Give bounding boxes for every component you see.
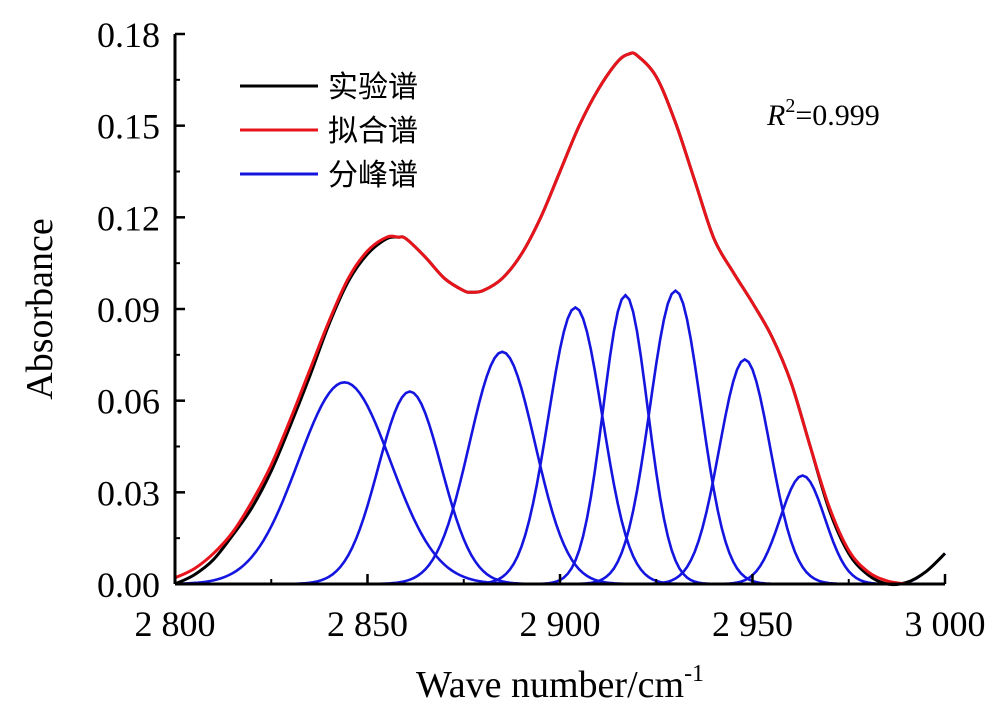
r-squared-superscript: 2 [785, 95, 795, 117]
peak-curve-4 [175, 305, 945, 586]
peak-curve-8 [175, 474, 945, 586]
r-squared-annotation: R2=0.999 [766, 95, 880, 132]
y-tick-label: 0.06 [97, 382, 160, 422]
y-tick-label: 0.09 [97, 290, 160, 330]
y-tick-label: 0.12 [97, 198, 160, 238]
y-axis-title: Absorbance [19, 218, 61, 399]
peak-curve-1 [174, 381, 945, 586]
x-axis-title: Wave number/cm-1 [416, 661, 704, 706]
y-tick-label: 0.15 [97, 107, 160, 147]
x-tick-label: 3 000 [905, 604, 986, 644]
y-ticks: 0.00 0.03 0.06 0.09 0.12 0.15 0.18 [97, 15, 185, 605]
peak-curve-5 [175, 293, 945, 586]
fitted-spectrum-line [174, 51, 907, 586]
peak-curve-3 [175, 350, 945, 586]
x-tick-label: 2 900 [520, 604, 601, 644]
r-squared-value: =0.999 [795, 99, 879, 132]
x-tick-label: 2 800 [135, 604, 216, 644]
legend: 实验谱 拟合谱 分峰谱 [240, 70, 418, 193]
x-axis-title-superscript: -1 [684, 661, 704, 687]
peak-curve-7 [175, 357, 945, 586]
y-tick-label: 0.18 [97, 15, 160, 55]
legend-label-peaks: 分峰谱 [328, 158, 418, 193]
legend-label-experimental: 实验谱 [328, 70, 418, 105]
plot-lines [174, 51, 947, 587]
x-ticks: 2 800 2 850 2 900 2 950 3 000 [135, 574, 986, 644]
peak-curve-6 [175, 288, 945, 586]
x-tick-label: 2 950 [712, 604, 793, 644]
y-tick-label: 0.00 [97, 565, 160, 605]
legend-label-fit: 拟合谱 [328, 114, 418, 149]
x-tick-label: 2 850 [327, 604, 408, 644]
r-squared-symbol: R [766, 99, 785, 132]
y-tick-label: 0.03 [97, 473, 160, 513]
